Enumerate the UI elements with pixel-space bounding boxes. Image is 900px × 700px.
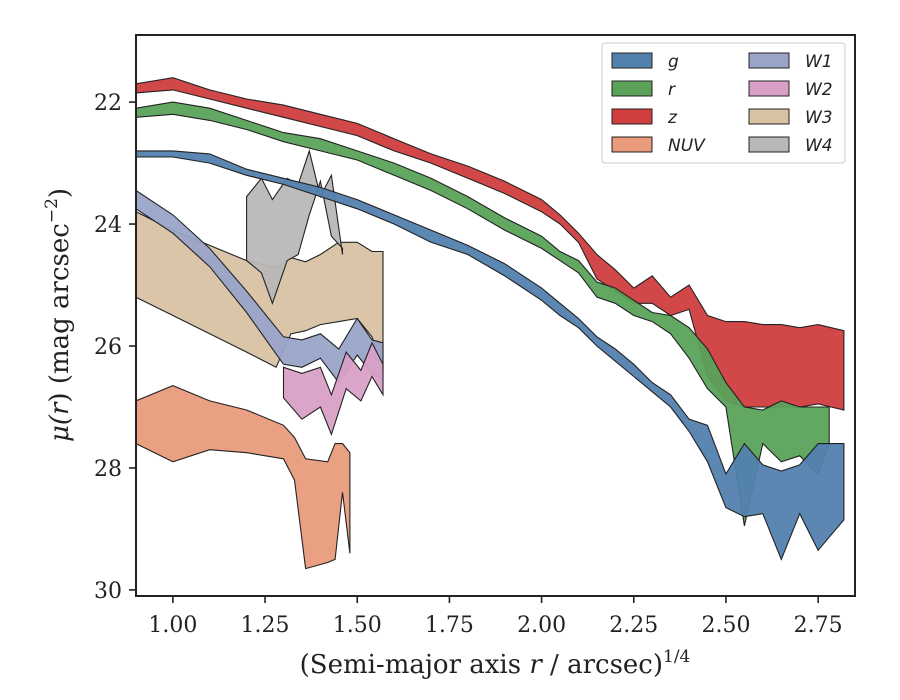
legend-swatch-w1 <box>748 52 790 69</box>
legend: g W1 r W2 z W3 NUV W4 <box>601 42 846 164</box>
plot-frame <box>135 34 856 597</box>
legend-swatch-nuv <box>611 136 653 153</box>
legend-box <box>601 42 846 164</box>
band-z <box>136 77 845 411</box>
x-tick-label: 2.00 <box>517 613 566 638</box>
x-tick-label: 2.50 <box>701 613 750 638</box>
legend-swatch-w3 <box>748 108 790 125</box>
y-tick-label: 28 <box>94 457 122 482</box>
legend-swatch-g <box>611 52 653 69</box>
band-w2 <box>282 341 384 437</box>
legend-label-nuv: NUV <box>668 136 706 156</box>
x-axis-label: (Semi-major axis r / arcsec)1/4 <box>300 647 691 680</box>
legend-label-r: r <box>668 80 676 100</box>
band-g <box>136 150 845 561</box>
y-tick-label: 30 <box>94 579 122 604</box>
y-tick-label: 26 <box>94 335 122 360</box>
legend-label-w1: W1 <box>805 52 833 72</box>
legend-label-w4: W4 <box>805 136 833 156</box>
legend-swatch-w2 <box>748 80 790 97</box>
x-tick-label: 1.50 <box>333 613 382 638</box>
legend-label-z: z <box>667 108 678 128</box>
legend-label-w3: W3 <box>805 108 833 128</box>
band-w4 <box>246 148 344 305</box>
x-tick-label: 1.25 <box>241 613 290 638</box>
bands-layer <box>136 77 845 570</box>
legend-label-g: g <box>668 52 679 72</box>
x-tick-label: 1.00 <box>148 613 197 638</box>
y-tick-label: 24 <box>94 213 122 238</box>
x-tick-label: 1.75 <box>425 613 474 638</box>
y-tick-label: 22 <box>94 91 122 116</box>
axes-layer: 1.00 1.25 1.50 1.75 2.00 2.25 2.50 2.75 22 24 26 28… <box>94 34 856 638</box>
x-tick-label: 2.25 <box>609 613 658 638</box>
legend-label-w2: W2 <box>805 80 833 100</box>
y-axis-label: μ(r) (mag arcsec−2) <box>42 188 75 442</box>
legend-swatch-r <box>611 80 653 97</box>
legend-swatch-z <box>611 108 653 125</box>
legend-swatch-w4 <box>748 136 790 153</box>
band-nuv <box>136 385 351 570</box>
x-tick-label: 2.75 <box>794 613 843 638</box>
